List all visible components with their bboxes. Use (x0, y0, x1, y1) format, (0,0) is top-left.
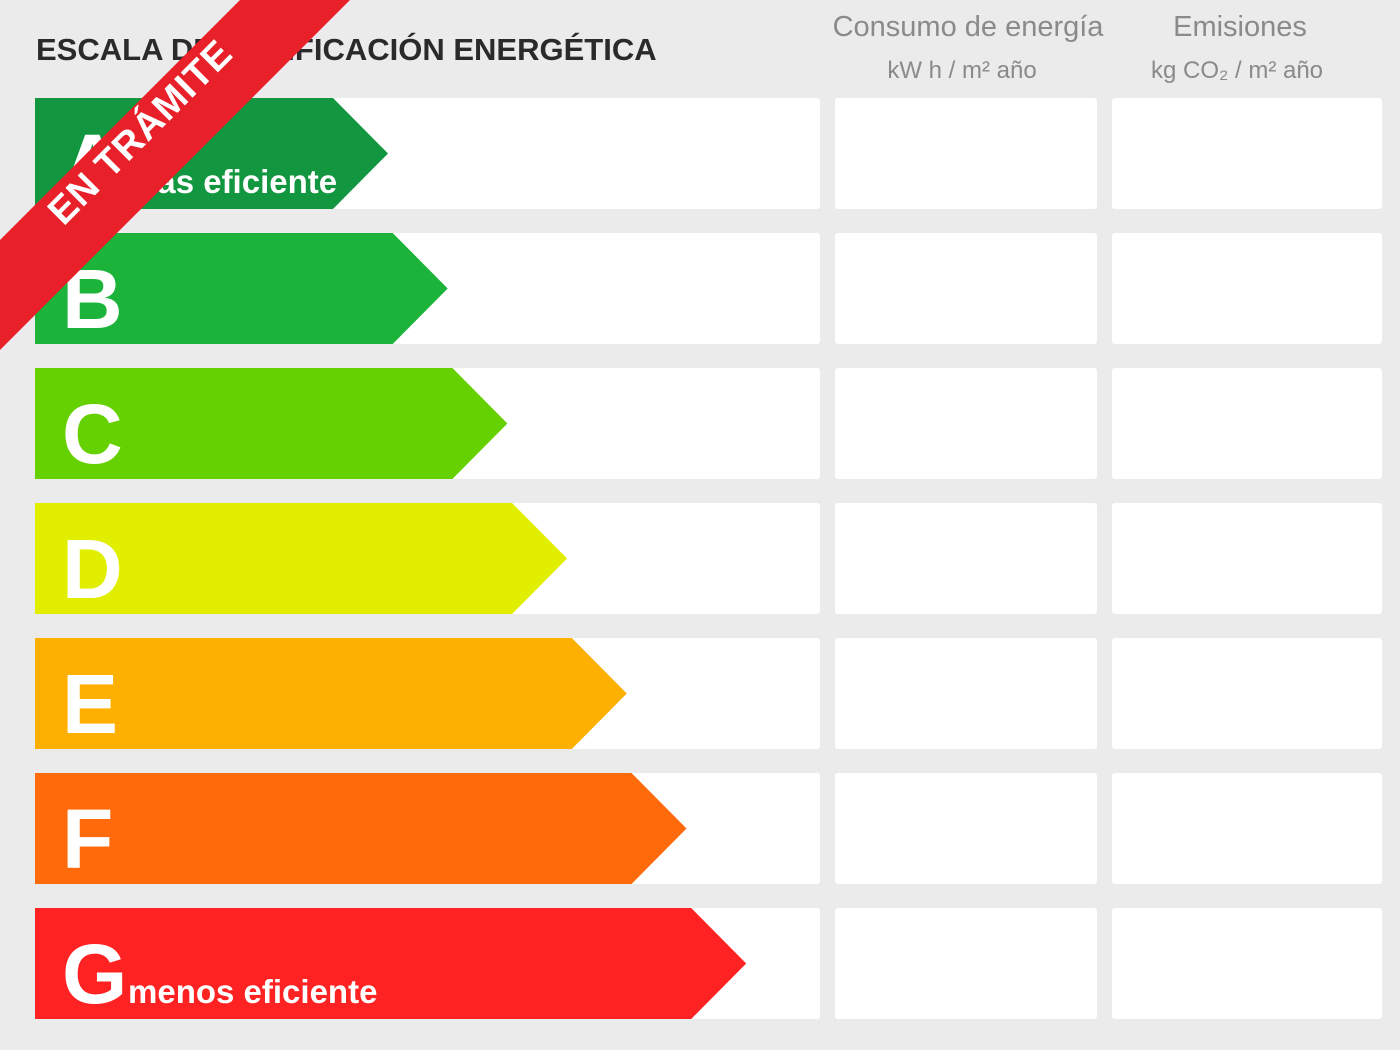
rating-letter: G (62, 927, 127, 1021)
rating-arrow (35, 638, 627, 749)
column-unit: kW h / m² año (887, 57, 1036, 84)
consumption-cell (835, 98, 1097, 209)
rating-letter: E (62, 657, 118, 751)
rating-note: menos eficiente (128, 973, 377, 1010)
rating-letter: C (62, 387, 123, 481)
rating-letter: F (62, 792, 113, 886)
rating-arrow (35, 503, 568, 614)
emissions-cell (1112, 98, 1382, 209)
rating-arrow (35, 773, 687, 884)
rating-letter: D (62, 522, 123, 616)
banner-band (0, 0, 350, 350)
emissions-cell (1112, 233, 1382, 344)
consumption-cell (835, 773, 1097, 884)
column-title: Consumo de energía (833, 11, 1105, 43)
consumption-cell (835, 233, 1097, 344)
consumption-cell (835, 908, 1097, 1019)
consumption-cell (835, 368, 1097, 479)
emissions-cell (1112, 773, 1382, 884)
emissions-cell (1112, 908, 1382, 1019)
emissions-cell (1112, 638, 1382, 749)
emissions-cell (1112, 503, 1382, 614)
consumption-cell (835, 638, 1097, 749)
title: ESCALA DE CALIFICACIÓN ENERGÉTICA (36, 31, 657, 67)
rating-arrow (35, 908, 747, 1019)
emissions-cell (1112, 368, 1382, 479)
column-unit: kg CO₂ / m² año (1151, 57, 1323, 84)
rating-arrow (35, 368, 508, 479)
column-title: Emisiones (1173, 11, 1307, 43)
consumption-cell (835, 503, 1097, 614)
rating-arrow (35, 233, 448, 344)
